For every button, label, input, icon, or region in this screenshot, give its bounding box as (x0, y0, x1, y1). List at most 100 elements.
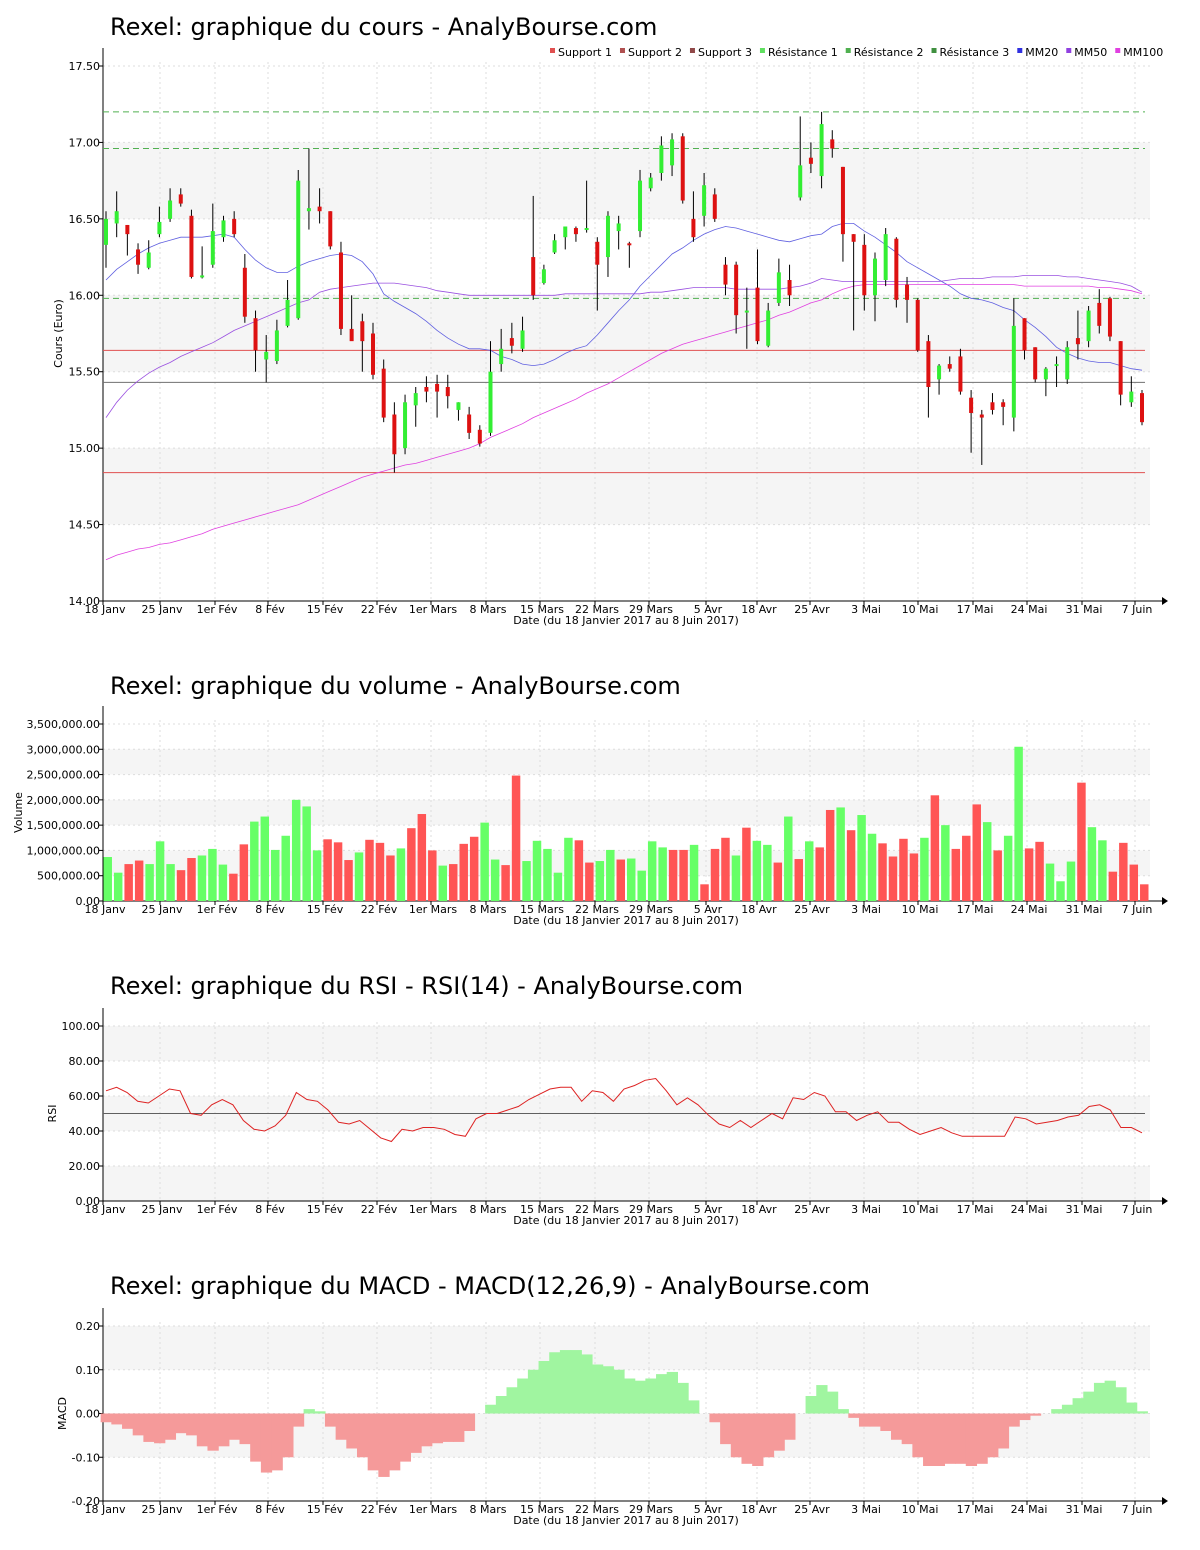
candle-body (509, 338, 514, 346)
x-tick-label: 18 Janv (85, 1503, 126, 1516)
x-tick-label: 3 Mai (851, 1203, 881, 1216)
volume-bar (920, 837, 929, 901)
macd-area-segment (645, 1378, 657, 1414)
volume-bar (700, 884, 709, 901)
x-tick-label: 3 Mai (851, 603, 881, 616)
candle-body (477, 429, 482, 444)
candle-body (915, 299, 920, 351)
macd-area-segment (570, 1350, 582, 1414)
macd-area-segment (688, 1400, 700, 1414)
x-tick-label: 15 Fév (307, 1203, 344, 1216)
macd-area-segment (559, 1350, 572, 1414)
macd-area-segment (752, 1413, 764, 1466)
grid-band (103, 850, 1150, 876)
volume-bar (1140, 884, 1149, 901)
macd-area-segment (1083, 1391, 1095, 1414)
y-tick-label: 0.10 (76, 1364, 101, 1377)
macd-area-segment (207, 1413, 219, 1451)
macd-area-segment (602, 1366, 614, 1414)
volume-bar (124, 864, 133, 901)
volume-bar (784, 816, 793, 901)
chart-title: Rexel: graphique du cours - AnalyBourse.… (110, 13, 657, 41)
mm50-line (105, 274, 1143, 418)
candle-body (360, 321, 365, 342)
candle-body (744, 310, 749, 313)
volume-bar (522, 861, 531, 901)
x-tick-label: 1er Mars (409, 1503, 458, 1516)
y-tick-label: 17.50 (69, 60, 101, 73)
x-tick-label: 25 Avr (794, 1503, 830, 1516)
x-tick-label: 18 Janv (85, 1203, 126, 1216)
candle-body (1118, 341, 1123, 395)
x-tick-label: 22 Mars (575, 1203, 619, 1216)
macd-area-segment (218, 1413, 230, 1447)
macd-area-segment (880, 1413, 892, 1431)
x-tick-label: 8 Mars (470, 603, 507, 616)
legend-swatch (759, 48, 765, 53)
volume-bar (113, 872, 123, 901)
macd-area-segment (292, 1413, 305, 1427)
x-tick-label: 7 Juin (1122, 1503, 1153, 1516)
x-tick-label: 10 Mai (902, 1503, 939, 1516)
grid-band (103, 295, 1150, 372)
y-tick-label: 1,500,000.00 (27, 819, 100, 832)
candle-body (937, 365, 942, 380)
x-tick-label: 7 Juin (1122, 603, 1153, 616)
volume-bar (993, 850, 1002, 901)
volume-bar (1056, 881, 1065, 901)
x-tick-label: 8 Mars (470, 1503, 507, 1516)
x-tick-label: 1er Fév (197, 1503, 238, 1516)
x-tick-label: 1er Fév (197, 603, 238, 616)
x-tick-label: 10 Mai (902, 903, 939, 916)
volume-bar (291, 799, 301, 901)
candle-body (563, 226, 568, 238)
y-tick-label: 15.50 (69, 366, 101, 379)
macd-area-segment (1019, 1413, 1031, 1421)
macd-area-segment (538, 1361, 550, 1414)
macd-area-segment (591, 1364, 604, 1414)
x-tick-label: 17 Mai (957, 603, 994, 616)
macd-area-segment (912, 1413, 924, 1458)
macd-area-segment (965, 1413, 978, 1466)
x-tick-label: 22 Fév (361, 1503, 398, 1516)
macd-area-segment (987, 1413, 999, 1458)
candle-body (467, 414, 472, 433)
y-tick-label: 2,000,000.00 (27, 794, 100, 807)
macd-area-segment (453, 1413, 465, 1442)
volume-bar (951, 848, 961, 901)
volume-bar (616, 859, 625, 901)
macd-area-segment (495, 1396, 508, 1414)
candle-body (979, 414, 984, 418)
candle-body (798, 165, 803, 198)
volume-bar (982, 822, 992, 901)
volume-bar (501, 865, 510, 901)
macd-area-segment (132, 1413, 144, 1436)
x-tick-label: 18 Avr (741, 603, 777, 616)
volume-bar (532, 840, 542, 901)
y-axis-label: RSI (46, 1105, 59, 1123)
candle-body (1033, 347, 1038, 380)
x-tick-label: 18 Janv (85, 603, 126, 616)
candle-body (285, 299, 290, 326)
macd-area-segment (1029, 1413, 1042, 1416)
volume-bar (585, 862, 594, 901)
volume-bar (208, 848, 217, 901)
candle-body (1001, 402, 1006, 407)
candle-body (776, 272, 781, 303)
candle-body (338, 252, 343, 329)
volume-bar (145, 864, 154, 901)
volume-bar (511, 775, 521, 901)
volume-bar (375, 842, 385, 901)
volume-bar (857, 815, 866, 901)
macd-area-segment (399, 1413, 411, 1462)
candle-body (381, 368, 386, 418)
candle-body (445, 387, 450, 397)
macd-area-segment (410, 1413, 422, 1453)
y-axis-label: Volume (12, 792, 25, 833)
x-tick-label: 24 Mai (1011, 903, 1048, 916)
legend-label: Support 3 (698, 46, 752, 59)
y-tick-label: 14.50 (69, 519, 101, 532)
volume-bar (407, 828, 416, 901)
grid-band (103, 749, 1150, 775)
